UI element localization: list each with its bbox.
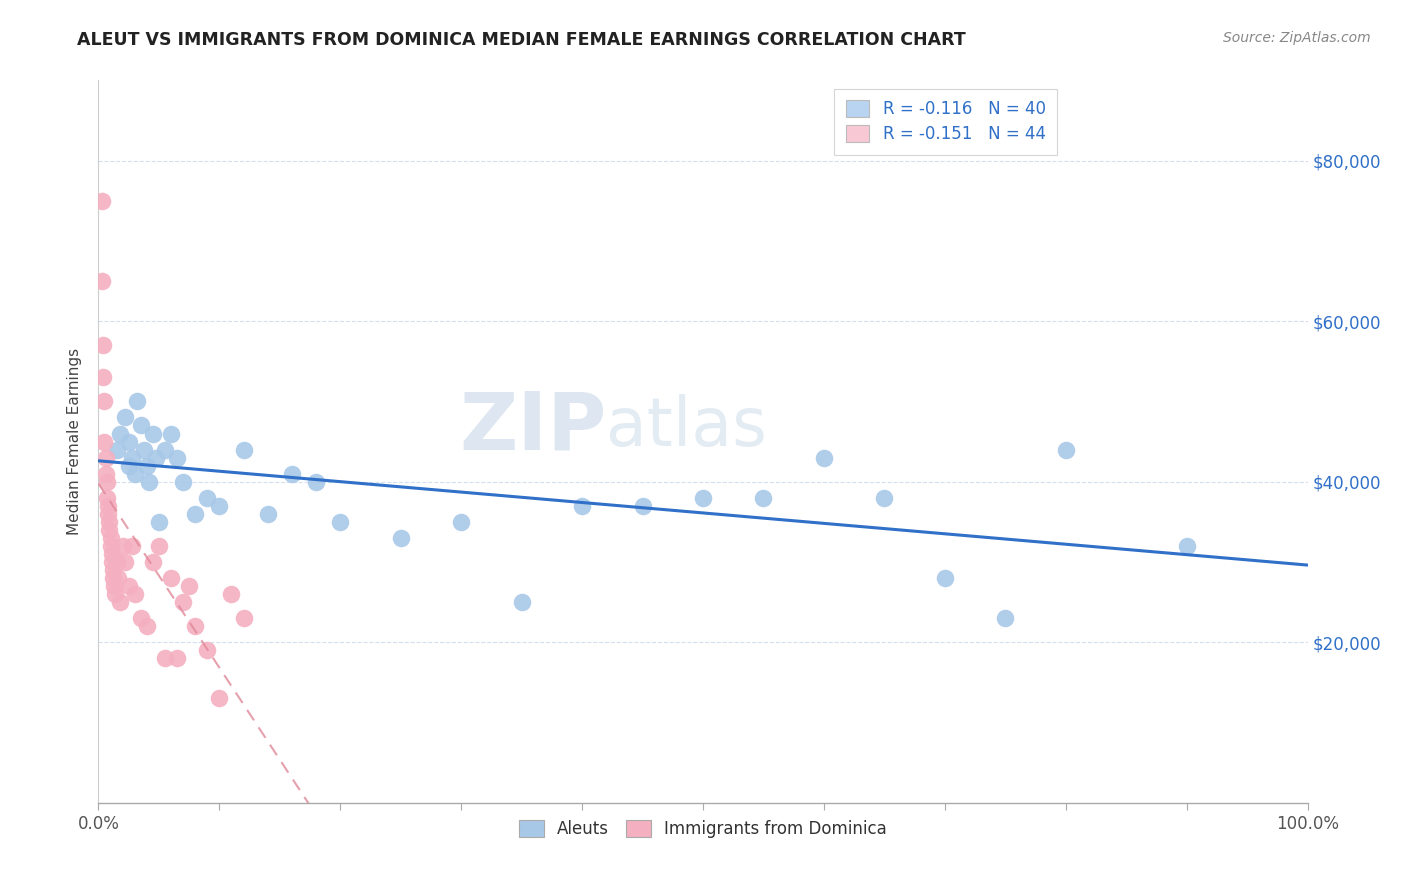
Point <box>631 499 654 513</box>
Point <box>108 595 131 609</box>
Point <box>148 539 170 553</box>
Point <box>179 579 201 593</box>
Point <box>127 394 149 409</box>
Point <box>138 475 160 489</box>
Point <box>160 426 183 441</box>
Point <box>172 475 194 489</box>
Point <box>121 539 143 553</box>
Point <box>571 499 593 513</box>
Point <box>108 426 131 441</box>
Point <box>118 434 141 449</box>
Point <box>166 450 188 465</box>
Point <box>124 587 146 601</box>
Point <box>160 571 183 585</box>
Text: atlas: atlas <box>606 394 768 460</box>
Point <box>692 491 714 505</box>
Point <box>195 491 218 505</box>
Point <box>96 491 118 505</box>
Point <box>232 611 254 625</box>
Point <box>94 450 117 465</box>
Point <box>1175 539 1198 553</box>
Point <box>135 619 157 633</box>
Point <box>97 499 120 513</box>
Point <box>134 442 156 457</box>
Point <box>873 491 896 505</box>
Text: ALEUT VS IMMIGRANTS FROM DOMINICA MEDIAN FEMALE EARNINGS CORRELATION CHART: ALEUT VS IMMIGRANTS FROM DOMINICA MEDIAN… <box>77 31 966 49</box>
Legend: Aleuts, Immigrants from Dominica: Aleuts, Immigrants from Dominica <box>512 814 894 845</box>
Point <box>104 587 127 601</box>
Point <box>153 651 176 665</box>
Point <box>101 563 124 577</box>
Point <box>1054 442 1077 457</box>
Point <box>94 467 117 481</box>
Point <box>450 515 472 529</box>
Point <box>142 426 165 441</box>
Point <box>934 571 956 585</box>
Point <box>184 619 207 633</box>
Point <box>135 458 157 473</box>
Point <box>98 515 121 529</box>
Point <box>281 467 304 481</box>
Text: ZIP: ZIP <box>458 388 606 467</box>
Point <box>389 531 412 545</box>
Point <box>129 611 152 625</box>
Point <box>107 571 129 585</box>
Point <box>93 434 115 449</box>
Point <box>91 194 114 208</box>
Point <box>172 595 194 609</box>
Point <box>142 555 165 569</box>
Point <box>105 555 128 569</box>
Point <box>96 475 118 489</box>
Point <box>91 370 114 384</box>
Point <box>994 611 1017 625</box>
Point <box>91 274 114 288</box>
Point <box>124 467 146 481</box>
Point <box>105 442 128 457</box>
Point <box>118 458 141 473</box>
Point <box>232 442 254 457</box>
Point <box>184 507 207 521</box>
Point <box>305 475 328 489</box>
Point <box>93 394 115 409</box>
Y-axis label: Median Female Earnings: Median Female Earnings <box>67 348 83 535</box>
Point <box>813 450 835 465</box>
Point <box>752 491 775 505</box>
Point <box>98 523 121 537</box>
Point <box>91 338 114 352</box>
Point <box>153 442 176 457</box>
Text: Source: ZipAtlas.com: Source: ZipAtlas.com <box>1223 31 1371 45</box>
Point <box>100 555 122 569</box>
Point <box>145 450 167 465</box>
Point <box>208 499 231 513</box>
Point <box>329 515 352 529</box>
Point <box>256 507 278 521</box>
Point <box>100 547 122 561</box>
Point <box>221 587 243 601</box>
Point <box>148 515 170 529</box>
Point <box>121 450 143 465</box>
Point <box>166 651 188 665</box>
Point <box>129 418 152 433</box>
Point <box>114 410 136 425</box>
Point <box>510 595 533 609</box>
Point <box>97 507 120 521</box>
Point <box>111 539 134 553</box>
Point <box>100 539 122 553</box>
Point <box>103 579 125 593</box>
Point <box>101 571 124 585</box>
Point <box>114 555 136 569</box>
Point <box>208 691 231 706</box>
Point <box>195 643 218 657</box>
Point <box>118 579 141 593</box>
Point <box>100 531 122 545</box>
